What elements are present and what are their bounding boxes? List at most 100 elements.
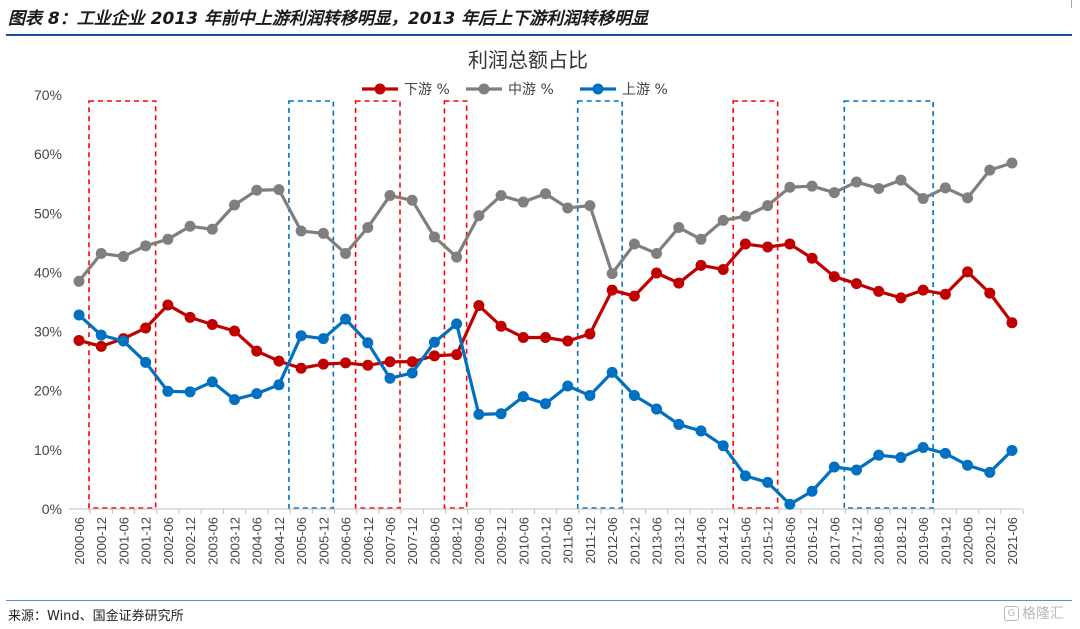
data-point <box>895 452 907 464</box>
x-tick-label: 2003-06 <box>205 517 220 565</box>
data-point <box>117 335 129 347</box>
data-point <box>873 182 885 194</box>
data-point <box>939 447 951 459</box>
data-point <box>517 331 529 343</box>
y-tick-label: 50% <box>34 205 62 221</box>
highlight-box-4 <box>443 100 468 509</box>
data-point <box>206 223 218 235</box>
data-point <box>162 233 174 245</box>
x-tick-label: 2020-06 <box>961 517 976 565</box>
data-point <box>273 184 285 196</box>
highlight-box-7 <box>843 100 934 509</box>
data-point <box>873 285 885 297</box>
data-point <box>651 248 663 260</box>
source-divider <box>6 600 1072 601</box>
x-tick-label: 2001-12 <box>139 517 154 565</box>
highlight-box-3 <box>354 100 401 509</box>
data-point <box>939 288 951 300</box>
x-tick-label: 2005-06 <box>294 517 309 565</box>
data-point <box>762 476 774 488</box>
data-point <box>317 358 329 370</box>
data-point <box>739 238 751 250</box>
data-point <box>273 379 285 391</box>
x-tick-label: 2002-06 <box>161 517 176 565</box>
data-point <box>517 196 529 208</box>
x-tick-label: 2005-12 <box>316 517 331 565</box>
data-point <box>695 425 707 437</box>
data-point <box>251 388 263 400</box>
data-point <box>184 386 196 398</box>
data-point <box>739 210 751 222</box>
data-point <box>628 389 640 401</box>
data-point <box>784 181 796 193</box>
x-tick-label: 2015-12 <box>761 517 776 565</box>
data-point <box>95 340 107 352</box>
data-point <box>428 350 440 362</box>
data-point <box>584 200 596 212</box>
data-point <box>984 164 996 176</box>
x-tick-label: 2021-06 <box>1005 517 1020 565</box>
data-point <box>895 174 907 186</box>
data-point <box>540 188 551 200</box>
x-tick-label: 2010-06 <box>516 517 531 565</box>
data-point <box>362 221 374 233</box>
x-tick-label: 2019-12 <box>938 517 953 565</box>
data-point <box>895 292 907 304</box>
data-point <box>451 349 463 361</box>
legend-label: 上游 % <box>622 82 668 98</box>
data-point <box>784 498 796 510</box>
data-point <box>295 362 307 374</box>
data-point <box>606 268 618 280</box>
data-point <box>73 334 85 346</box>
data-point <box>984 466 996 478</box>
data-point <box>695 233 707 245</box>
x-tick-label: 2018-12 <box>894 517 909 565</box>
y-tick-label: 10% <box>34 442 62 458</box>
data-point <box>1006 157 1018 169</box>
data-point <box>340 313 352 325</box>
y-tick-label: 20% <box>34 383 62 399</box>
x-tick-label: 2014-12 <box>716 517 731 565</box>
data-point <box>184 220 196 232</box>
data-point <box>651 267 663 279</box>
y-tick-label: 60% <box>34 146 62 162</box>
data-point <box>540 331 551 343</box>
x-tick-label: 2016-06 <box>783 517 798 565</box>
series-line <box>77 161 1013 283</box>
data-point <box>762 241 774 253</box>
y-tick-label: 30% <box>34 324 62 340</box>
data-point <box>917 193 929 204</box>
data-point <box>95 248 107 260</box>
data-point <box>673 418 685 430</box>
data-point <box>273 355 285 367</box>
data-point <box>451 318 463 330</box>
x-tick-label: 2013-06 <box>650 517 665 565</box>
data-point <box>917 284 929 296</box>
x-tick-label: 2016-12 <box>805 517 820 565</box>
x-tick-label: 2012-06 <box>605 517 620 565</box>
data-point <box>828 271 840 283</box>
data-point <box>584 389 596 401</box>
data-point <box>384 372 396 384</box>
data-point <box>406 356 418 368</box>
series-2 <box>73 157 1018 287</box>
data-point <box>962 192 974 204</box>
x-tick-label: 2007-12 <box>405 517 420 565</box>
x-tick-label: 2019-06 <box>916 517 931 565</box>
x-tick-label: 2000-12 <box>94 517 109 565</box>
x-tick-label: 2012-12 <box>627 517 642 565</box>
y-tick-label: 40% <box>34 264 62 280</box>
x-tick-label: 2017-12 <box>850 517 865 565</box>
data-point <box>428 336 440 348</box>
x-tick-label: 2011-12 <box>583 517 598 564</box>
highlight-box-1 <box>88 100 157 509</box>
data-point <box>495 190 507 202</box>
data-point <box>73 309 85 321</box>
data-point <box>317 333 329 345</box>
x-tick-label: 2009-12 <box>494 517 509 565</box>
data-point <box>406 367 418 379</box>
data-point <box>717 214 729 226</box>
frame-edge <box>1071 0 1072 8</box>
chart-title: 利润总额占比 <box>468 48 588 72</box>
x-tick-label: 2003-12 <box>228 517 243 565</box>
